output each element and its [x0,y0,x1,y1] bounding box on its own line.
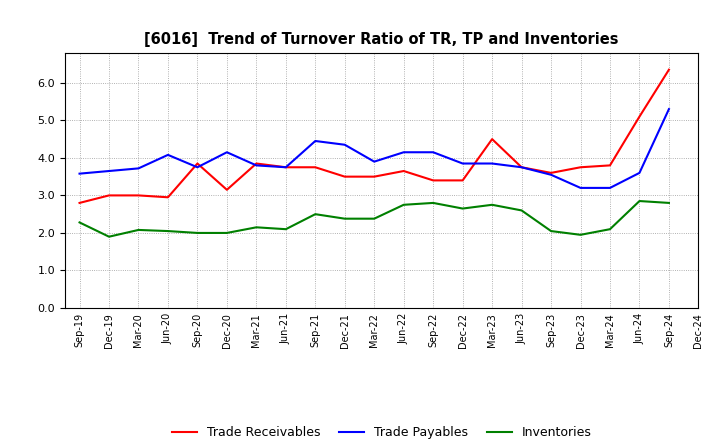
Trade Receivables [252,161,261,166]
Inventories [665,200,673,205]
Trade Payables [400,150,408,155]
Line: Inventories: Inventories [79,201,669,237]
Trade Receivables [311,165,320,170]
Trade Payables [193,165,202,170]
Trade Payables [429,150,438,155]
Trade Payables [635,170,644,176]
Inventories [341,216,349,221]
Trade Receivables [282,165,290,170]
Trade Payables [75,171,84,176]
Inventories [487,202,496,207]
Inventories [429,200,438,205]
Trade Payables [104,169,113,174]
Trade Receivables [134,193,143,198]
Trade Receivables [429,178,438,183]
Inventories [104,234,113,239]
Trade Receivables [517,165,526,170]
Inventories [546,228,555,234]
Trade Receivables [75,200,84,205]
Trade Payables [341,142,349,147]
Trade Receivables [606,163,614,168]
Trade Receivables [487,136,496,142]
Inventories [282,227,290,232]
Trade Payables [370,159,379,164]
Trade Receivables [665,67,673,72]
Inventories [370,216,379,221]
Inventories [252,225,261,230]
Trade Payables [517,165,526,170]
Trade Payables [459,161,467,166]
Title: [6016]  Trend of Turnover Ratio of TR, TP and Inventories: [6016] Trend of Turnover Ratio of TR, TP… [144,33,619,48]
Trade Receivables [400,169,408,174]
Legend: Trade Receivables, Trade Payables, Inventories: Trade Receivables, Trade Payables, Inven… [166,422,597,440]
Trade Payables [311,138,320,143]
Line: Trade Payables: Trade Payables [79,109,669,188]
Inventories [311,212,320,217]
Inventories [635,198,644,204]
Trade Receivables [163,194,172,200]
Trade Receivables [104,193,113,198]
Trade Receivables [341,174,349,179]
Trade Payables [252,163,261,168]
Trade Receivables [370,174,379,179]
Inventories [75,220,84,225]
Trade Payables [546,172,555,177]
Trade Payables [606,185,614,191]
Trade Receivables [576,165,585,170]
Inventories [400,202,408,207]
Trade Payables [282,165,290,170]
Trade Payables [576,185,585,191]
Inventories [459,206,467,211]
Trade Payables [222,150,231,155]
Inventories [222,230,231,235]
Trade Receivables [546,170,555,176]
Inventories [606,227,614,232]
Inventories [517,208,526,213]
Trade Receivables [459,178,467,183]
Trade Payables [487,161,496,166]
Trade Payables [665,106,673,112]
Trade Payables [134,166,143,171]
Line: Trade Receivables: Trade Receivables [79,70,669,203]
Trade Receivables [635,114,644,119]
Inventories [193,230,202,235]
Inventories [134,227,143,233]
Inventories [576,232,585,238]
Trade Payables [163,152,172,158]
Trade Receivables [193,161,202,166]
Trade Receivables [222,187,231,192]
Inventories [163,228,172,234]
